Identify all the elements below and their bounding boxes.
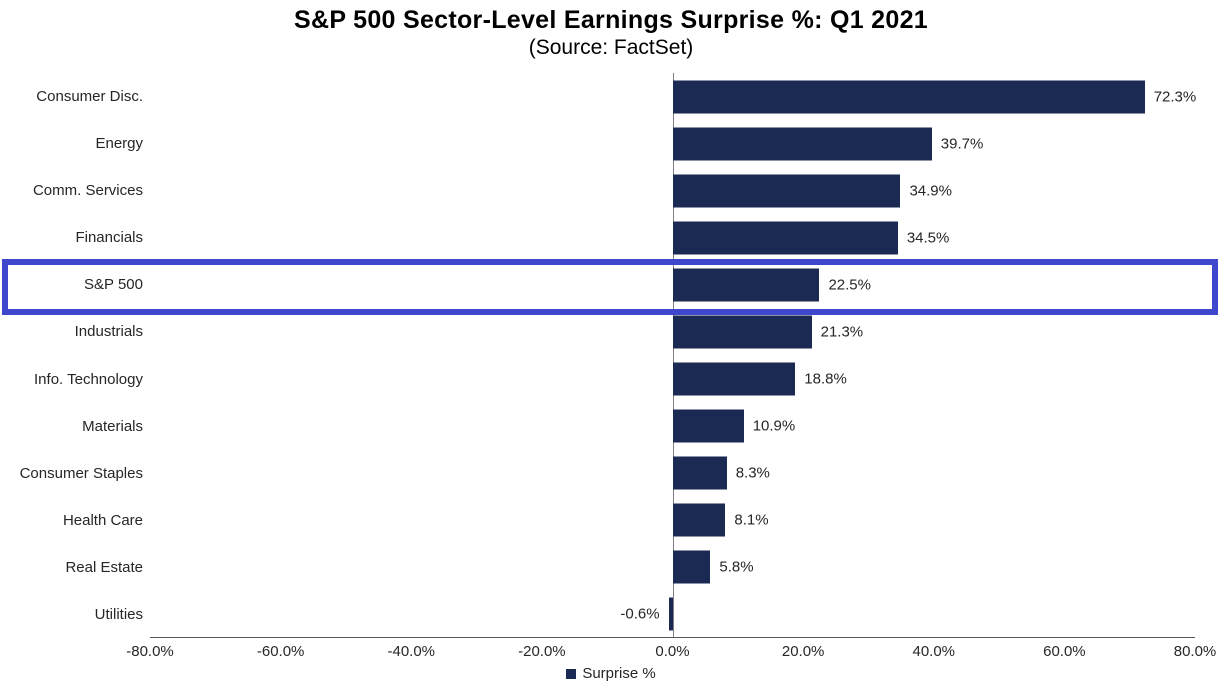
x-tick-label: -40.0% bbox=[387, 643, 436, 660]
bar bbox=[672, 409, 744, 443]
category-label: Consumer Staples bbox=[19, 464, 143, 482]
bar-row: Financials 34.5% bbox=[0, 214, 1222, 261]
bar-value-label: 34.9% bbox=[909, 182, 952, 200]
x-tick-label: -20.0% bbox=[518, 643, 566, 660]
bar bbox=[672, 503, 726, 537]
x-tick-label: -80.0% bbox=[126, 643, 174, 660]
bar bbox=[672, 268, 820, 302]
bar-row: Consumer Staples 8.3% bbox=[0, 450, 1222, 497]
category-label: Comm. Services bbox=[32, 182, 143, 200]
bar bbox=[672, 315, 812, 349]
category-label: Health Care bbox=[62, 511, 143, 529]
bar bbox=[672, 221, 898, 255]
bar-row-sp500: S&P 500 22.5% bbox=[0, 261, 1222, 308]
bar-rows: Consumer Disc. 72.3% Energy 39.7% Comm. … bbox=[0, 73, 1222, 638]
bar-row: Comm. Services 34.9% bbox=[0, 167, 1222, 214]
earnings-surprise-chart: S&P 500 Sector-Level Earnings Surprise %… bbox=[0, 5, 1222, 699]
category-label: Financials bbox=[75, 229, 143, 247]
bar bbox=[672, 362, 796, 396]
x-tick-label: 60.0% bbox=[1043, 643, 1086, 660]
bar bbox=[672, 174, 901, 208]
bar-value-label: 18.8% bbox=[804, 370, 847, 388]
chart-subtitle: (Source: FactSet) bbox=[528, 36, 694, 59]
bar-row: Materials 10.9% bbox=[0, 403, 1222, 450]
legend-swatch-icon bbox=[566, 668, 577, 679]
bar-row: Real Estate 5.8% bbox=[0, 544, 1222, 591]
x-tick-label: 20.0% bbox=[781, 643, 825, 660]
bar-row: Consumer Disc. 72.3% bbox=[0, 73, 1222, 120]
category-label: Info. Technology bbox=[34, 370, 143, 388]
legend-label: Surprise % bbox=[582, 665, 656, 682]
bar-value-label: 8.1% bbox=[734, 511, 769, 529]
x-tick-label: 0.0% bbox=[655, 643, 690, 660]
x-tick-label: 40.0% bbox=[912, 643, 956, 660]
bar bbox=[672, 456, 727, 490]
bar-row: Health Care 8.1% bbox=[0, 497, 1222, 544]
category-label: Consumer Disc. bbox=[36, 88, 143, 106]
category-label: Real Estate bbox=[65, 558, 143, 576]
bar-row: Utilities -0.6% bbox=[0, 591, 1222, 638]
bar bbox=[672, 127, 932, 161]
bar bbox=[672, 80, 1145, 114]
bar-value-label: 8.3% bbox=[735, 464, 770, 482]
x-tick-label: 80.0% bbox=[1173, 643, 1217, 660]
bar bbox=[672, 550, 711, 584]
bar-value-label: 34.5% bbox=[906, 229, 950, 247]
bar-value-label: 22.5% bbox=[828, 276, 871, 294]
category-label: Materials bbox=[82, 417, 143, 435]
category-label: Energy bbox=[95, 135, 143, 153]
bar-value-label: 5.8% bbox=[719, 558, 754, 576]
sp500-highlight-box bbox=[2, 259, 1218, 315]
x-axis-ticks: -80.0% -60.0% -40.0% -20.0% 0.0% 20.0% 4… bbox=[126, 638, 1216, 662]
bar-row: Industrials 21.3% bbox=[0, 308, 1222, 355]
category-label: Utilities bbox=[94, 605, 143, 623]
bar bbox=[668, 597, 673, 631]
plot-area: Consumer Disc. 72.3% Energy 39.7% Comm. … bbox=[0, 73, 1222, 638]
x-tick-label: -60.0% bbox=[256, 643, 305, 660]
bar-row: Energy 39.7% bbox=[0, 120, 1222, 167]
bar-value-label: 10.9% bbox=[752, 417, 796, 435]
category-label: S&P 500 bbox=[84, 276, 143, 294]
bar-value-label: 72.3% bbox=[1153, 88, 1197, 106]
chart-title: S&P 500 Sector-Level Earnings Surprise %… bbox=[294, 6, 928, 34]
bar-value-label: 21.3% bbox=[820, 323, 864, 341]
category-label: Industrials bbox=[74, 323, 143, 341]
bar-value-label: 39.7% bbox=[940, 135, 984, 153]
bar-row: Info. Technology 18.8% bbox=[0, 355, 1222, 402]
bar-value-label: -0.6% bbox=[620, 605, 660, 623]
legend: Surprise % bbox=[0, 665, 1222, 682]
